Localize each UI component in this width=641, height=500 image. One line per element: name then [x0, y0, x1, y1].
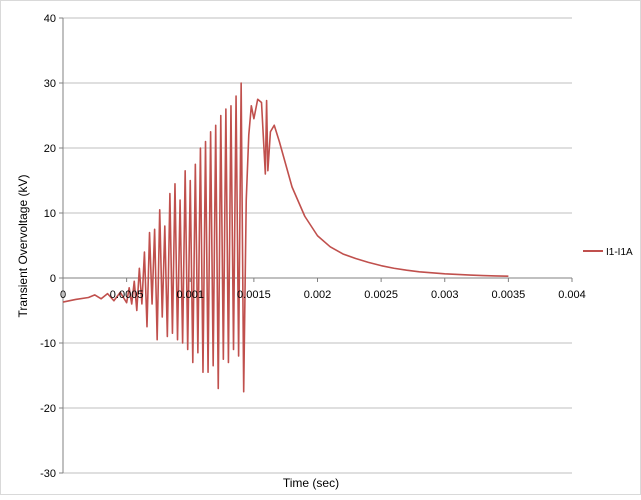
- x-tick-label: 0: [60, 289, 66, 301]
- x-tick-label: 0.002: [304, 289, 332, 301]
- y-tick-label: -10: [40, 338, 56, 350]
- x-axis-title: Time (sec): [283, 476, 339, 490]
- y-tick-label: -20: [40, 403, 56, 415]
- y-axis-title: Transient Overvoltage (kV): [16, 175, 30, 318]
- y-tick-label: 20: [44, 143, 56, 155]
- series-lines: [62, 82, 509, 393]
- series-line-0: [62, 82, 509, 393]
- x-tick-label: 0.0015: [237, 289, 271, 301]
- y-tick-label: -30: [40, 468, 56, 480]
- y-tick-label: 10: [44, 208, 56, 220]
- x-tick-label: 0.001: [176, 289, 204, 301]
- tick-labels: -30 -20 -10 0 10 20 30 40 0 0.0005 0.001 0.0015 0.00…: [40, 13, 586, 480]
- y-tick-label: 40: [44, 13, 56, 25]
- legend-label: I1-I1A: [606, 247, 633, 258]
- x-tick-label: 0.0005: [110, 289, 144, 301]
- x-tick-label: 0.0035: [492, 289, 526, 301]
- x-tick-label: 0.003: [431, 289, 459, 301]
- x-tick-label: 0.004: [558, 289, 586, 301]
- legend: I1-I1A: [583, 247, 633, 258]
- x-tick-label: 0.0025: [364, 289, 398, 301]
- y-tick-label: 30: [44, 78, 56, 90]
- y-tick-label: 0: [50, 273, 56, 285]
